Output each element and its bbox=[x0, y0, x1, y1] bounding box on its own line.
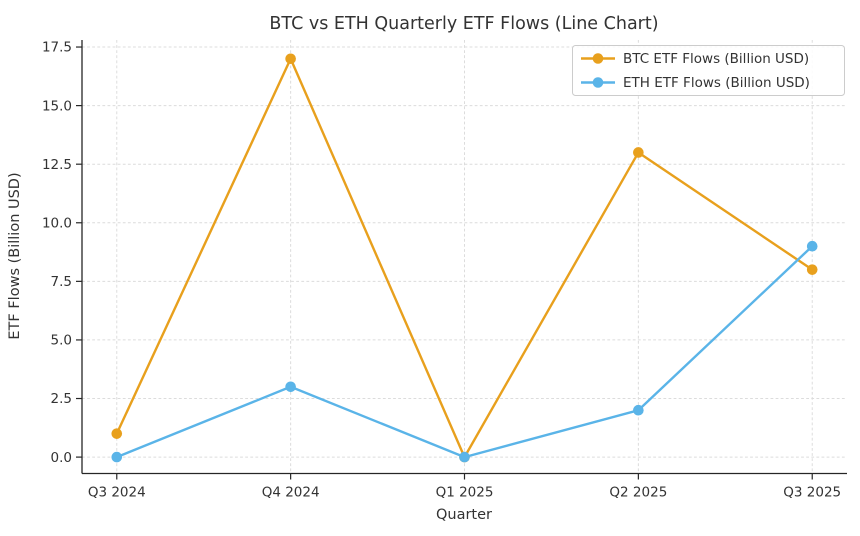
y-tick-label: 10.0 bbox=[42, 215, 72, 231]
legend-marker-btc bbox=[592, 53, 604, 64]
y-tick-label: 15.0 bbox=[42, 98, 72, 114]
y-axis-title: ETF Flows (Billion USD) bbox=[7, 172, 23, 339]
btc-data-point bbox=[111, 428, 123, 439]
x-tick-label: Q3 2024 bbox=[88, 485, 146, 501]
y-tick-label: 12.5 bbox=[42, 157, 72, 173]
btc-data-point bbox=[806, 264, 818, 275]
legend-label-eth: ETH ETF Flows (Billion USD) bbox=[623, 75, 810, 91]
x-tick-label: Q3 2025 bbox=[783, 485, 841, 501]
y-tick-label: 5.0 bbox=[51, 333, 72, 349]
legend-label-btc: BTC ETF Flows (Billion USD) bbox=[623, 51, 809, 67]
legend: BTC ETF Flows (Billion USD) ETH ETF Flow… bbox=[572, 45, 845, 96]
y-tick-label: 7.5 bbox=[51, 274, 72, 290]
legend-item-btc: BTC ETF Flows (Billion USD) bbox=[581, 51, 809, 67]
y-tick-label: 0.0 bbox=[51, 450, 72, 466]
legend-item-eth: ETH ETF Flows (Billion USD) bbox=[581, 75, 810, 91]
eth-data-point bbox=[459, 451, 470, 463]
chart-title: BTC vs ETH Quarterly ETF Flows (Line Cha… bbox=[269, 14, 658, 34]
grid-layer bbox=[82, 40, 847, 474]
eth-data-point bbox=[111, 451, 123, 463]
legend-box bbox=[572, 45, 845, 96]
y-tick-label: 17.5 bbox=[42, 40, 72, 56]
legend-marker-eth bbox=[592, 77, 604, 88]
series-layer bbox=[111, 53, 818, 463]
x-axis-title: Quarter bbox=[436, 507, 492, 523]
x-tick-label: Q4 2024 bbox=[262, 485, 320, 501]
btc-data-point bbox=[633, 147, 644, 158]
y-tick-label: 2.5 bbox=[51, 391, 72, 407]
axes-layer: 0.0 2.5 5.0 7.5 10.0 12.5 15.0 17.5 Q3 2024 Q4 20… bbox=[42, 40, 847, 501]
eth-data-point bbox=[285, 381, 296, 393]
x-tick-label: Q1 2025 bbox=[436, 485, 494, 501]
btc-data-point bbox=[285, 53, 296, 65]
x-tick-label: Q2 2025 bbox=[609, 485, 667, 501]
eth-data-point bbox=[633, 404, 644, 416]
eth-data-point bbox=[806, 240, 818, 252]
